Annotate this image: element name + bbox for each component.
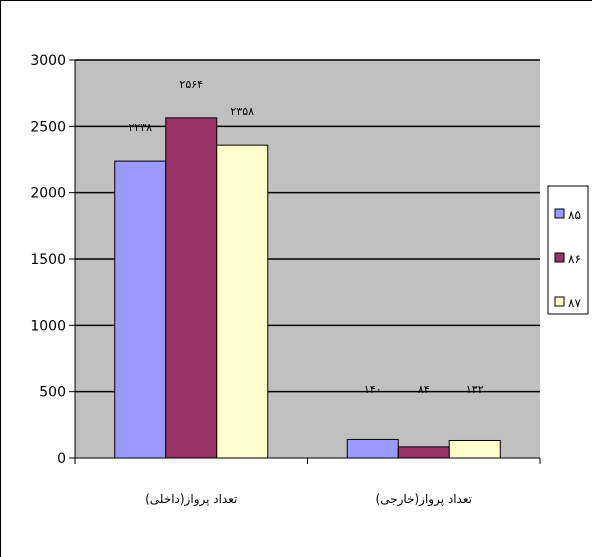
legend-swatch (554, 208, 565, 219)
x-category-label: تعداد پرواز(داخلی) (145, 492, 237, 507)
data-label: ۲۵۶۴ (179, 78, 203, 91)
legend-swatch (554, 252, 565, 263)
y-tick-label: 1500 (30, 252, 66, 268)
data-label: ۲۳۵۸ (230, 105, 254, 118)
y-tick-label: 3000 (30, 53, 66, 69)
y-tick-label: 500 (39, 385, 66, 401)
x-category-label: تعداد پرواز(خارجی) (376, 492, 472, 507)
y-tick-label: 0 (57, 451, 66, 467)
bar (448, 439, 501, 459)
legend-label: ۸۵ (568, 208, 581, 222)
legend-swatch (554, 296, 565, 307)
data-label: ۸۴ (418, 383, 430, 396)
bars (114, 117, 501, 459)
legend-label: ۸۷ (568, 296, 581, 310)
y-axis: 0 500 1000 1500 2000 2500 3000 (30, 53, 76, 467)
legend-box (547, 185, 589, 315)
data-label: ۲۲۳۸ (128, 121, 152, 134)
bar (165, 117, 218, 459)
data-label: ۱۴۰ (364, 383, 382, 396)
data-labels: ۲۲۳۸ ۱۴۰ ۲۵۶۴ ۸۴ ۲۳۵۸ ۱۳۲ (128, 78, 483, 396)
y-tick-label: 1000 (30, 318, 66, 334)
legend-label: ۸۶ (568, 252, 581, 266)
bar (397, 446, 450, 459)
legend: ۸۵ ۸۶ ۸۷ (547, 185, 589, 315)
x-axis: تعداد پرواز(داخلی) تعداد پرواز(خارجی) (74, 457, 541, 507)
data-label: ۱۳۲ (466, 383, 484, 396)
y-tick-label: 2500 (30, 119, 66, 135)
y-tick-label: 2000 (30, 186, 66, 202)
bar (216, 144, 269, 459)
bar (346, 438, 399, 459)
bar (114, 160, 167, 459)
